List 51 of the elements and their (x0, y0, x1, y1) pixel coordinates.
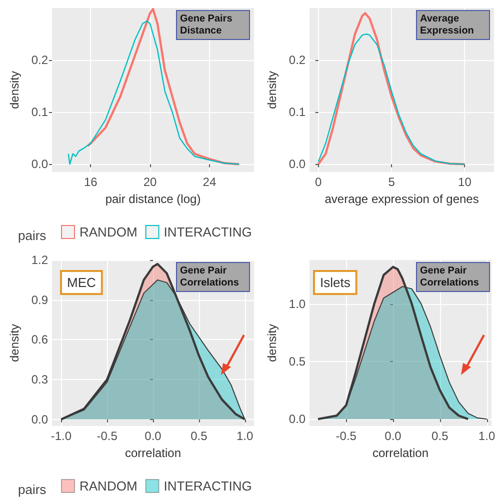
x-axis-title: pair distance (log) (105, 192, 201, 206)
y-axis-title: density (265, 324, 279, 362)
y-tick-label: 0.1 (288, 105, 306, 120)
x-tick-label: 10 (458, 175, 472, 189)
x-tick-label: 0.0 (384, 429, 402, 443)
annotation: Gene Pairs Distance (180, 14, 236, 36)
x-tick-label: -1.0 (50, 429, 72, 443)
y-tick-label: 0.3 (31, 372, 48, 387)
x-tick-label: 1.0 (478, 429, 496, 443)
x-tick-label: 0.5 (190, 429, 208, 443)
annotation: Gene Pair Correlations (420, 266, 480, 288)
legend-title: pairs (18, 482, 47, 497)
line-series (68, 20, 240, 165)
x-tick-label: 0.0 (144, 429, 162, 443)
y-tick-label: 0.0 (288, 157, 306, 172)
y-axis-title: density (7, 70, 22, 110)
x-tick-label: -0.5 (336, 429, 357, 443)
x-tick-label: 0 (315, 175, 322, 189)
y-tick-label: 1.2 (31, 253, 48, 267)
y-tick-label: 0.6 (31, 332, 48, 347)
y-tick-label: 0.0 (31, 157, 48, 172)
legend-label: INTERACTING (164, 478, 252, 494)
x-tick-label: 24 (202, 175, 216, 189)
legend-title: pairs (18, 228, 47, 243)
y-tick-label: 0.2 (288, 53, 306, 68)
y-tick-label: 0.9 (31, 292, 48, 307)
line-series (86, 8, 240, 166)
legend-label: RANDOM (80, 224, 138, 240)
legend-label: INTERACTING (164, 224, 252, 240)
annotation: Islets (320, 275, 351, 290)
y-tick-label: 1.0 (288, 296, 306, 311)
y-tick-label: 0.2 (31, 53, 48, 68)
y-tick-label: 0.1 (31, 105, 48, 120)
x-axis-title: correlation (372, 446, 429, 460)
x-tick-label: 16 (84, 175, 98, 189)
y-axis-title: density (7, 324, 22, 362)
annotation: MEC (67, 275, 96, 290)
x-axis-title: correlation (124, 446, 182, 460)
y-axis-title: density (265, 70, 279, 110)
legend-label: RANDOM (80, 478, 138, 494)
x-tick-label: 0.5 (432, 429, 449, 443)
x-tick-label: 20 (143, 175, 158, 189)
annotation: Gene Pair Correlations (180, 266, 240, 288)
annotation: Average Expression (420, 14, 474, 36)
y-tick-label: 0.5 (288, 354, 306, 368)
y-tick-label: 0.0 (31, 412, 48, 426)
x-axis-title: average expression of genes (324, 192, 479, 206)
y-tick-label: 0.0 (288, 412, 306, 426)
x-tick-label: 5 (388, 175, 396, 189)
x-tick-label: 1.0 (236, 429, 254, 443)
x-tick-label: -0.5 (96, 429, 118, 443)
